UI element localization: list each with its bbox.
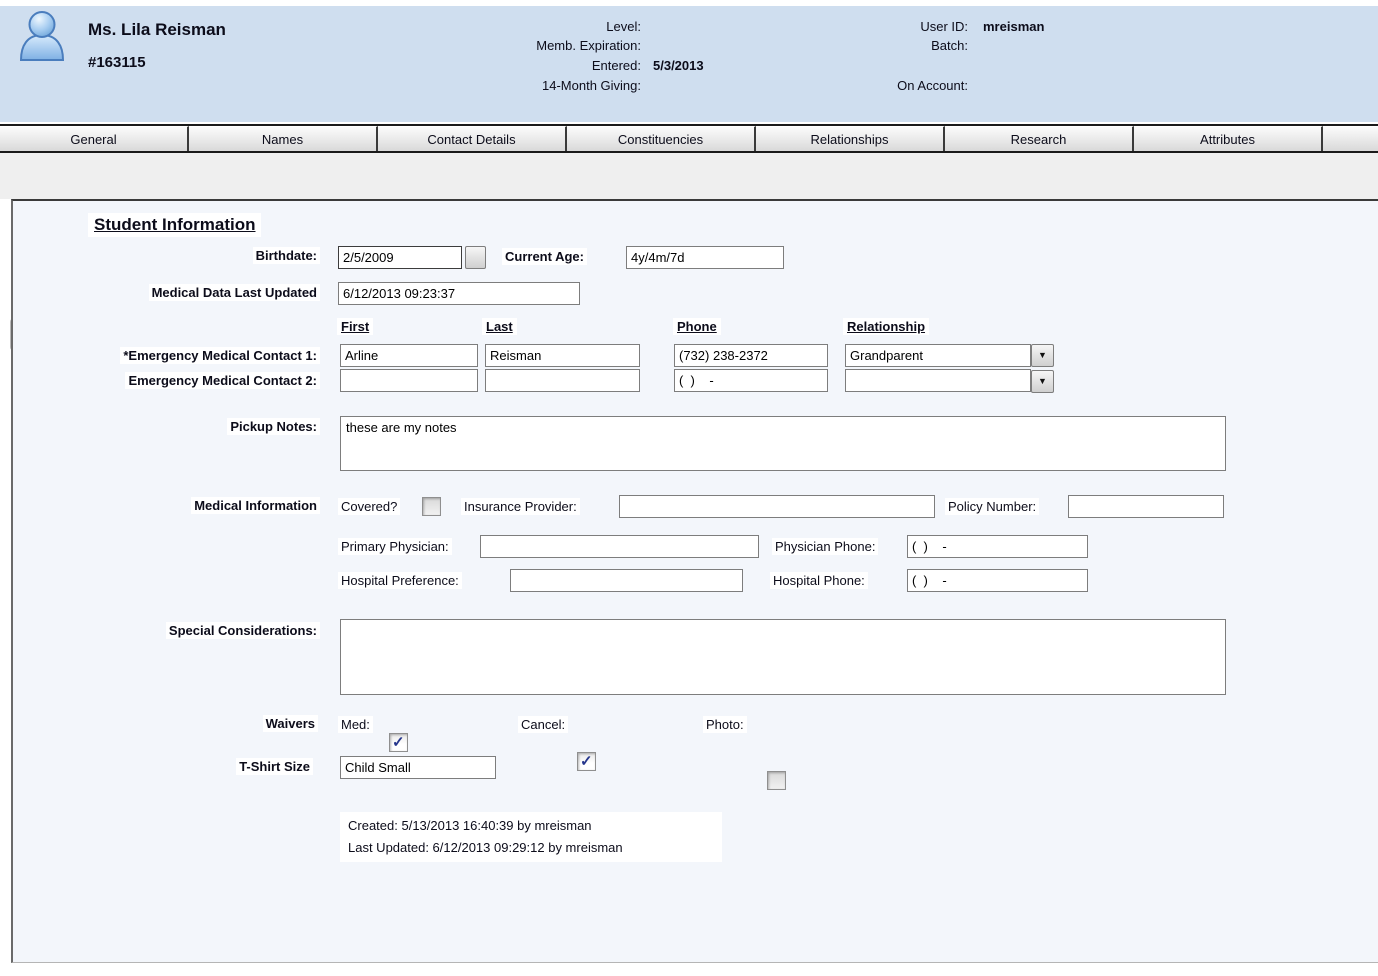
hospital-preference-label: Hospital Preference: [338, 572, 462, 589]
last-updated-text: Last Updated: 6/12/2013 09:29:12 by mrei… [348, 840, 623, 855]
insurance-provider-label: Insurance Provider: [461, 498, 580, 515]
pickup-notes-textarea[interactable]: these are my notes [340, 416, 1226, 471]
student-info-panel: Student Information Birthdate: Current A… [11, 199, 1378, 963]
contact2-first-input[interactable] [340, 369, 478, 392]
tab-names[interactable]: Names [189, 126, 378, 151]
batch-label: Batch: [931, 38, 968, 53]
col-header-relationship: Relationship [843, 318, 930, 335]
emergency-contact-2-label: Emergency Medical Contact 2: [125, 372, 320, 389]
tab-relationships[interactable]: Relationships [756, 126, 945, 151]
record-tab-bar: General Names Contact Details Constituen… [0, 124, 1378, 153]
col-header-phone: Phone [673, 318, 721, 335]
hospital-phone-input[interactable] [907, 569, 1088, 592]
policy-number-label: Policy Number: [945, 498, 1040, 515]
contact1-relationship-dropdown-button[interactable]: ▼ [1031, 344, 1054, 367]
tab-partial[interactable] [1323, 126, 1378, 151]
tshirt-size-label: T-Shirt Size [236, 758, 313, 775]
chevron-down-icon: ▼ [1038, 350, 1047, 360]
tab-general[interactable]: General [0, 126, 189, 151]
contact1-last-input[interactable] [485, 344, 640, 367]
tab-label: Attributes [1200, 131, 1255, 147]
chevron-down-icon: ▼ [1038, 376, 1047, 386]
tshirt-size-input[interactable] [340, 756, 496, 779]
policy-number-input[interactable] [1068, 495, 1224, 518]
waiver-med-label: Med: [338, 716, 373, 733]
tab-research[interactable]: Research [945, 126, 1134, 151]
birthdate-label: Birthdate: [252, 247, 320, 264]
contact2-relationship-input[interactable] [845, 369, 1031, 392]
emergency-contact-1-label: *Emergency Medical Contact 1: [120, 347, 320, 364]
physician-phone-input[interactable] [907, 535, 1088, 558]
physician-phone-label: Physician Phone: [772, 538, 879, 555]
date-picker-button[interactable] [465, 246, 486, 269]
waiver-photo-label: Photo: [703, 716, 747, 733]
covered-label: Covered? [338, 498, 401, 515]
contact1-phone-input[interactable] [674, 344, 828, 367]
medical-updated-input[interactable] [338, 282, 580, 305]
contact2-last-input[interactable] [485, 369, 640, 392]
subnav-bar: Volunteers Student Info ▲ ▼ [0, 153, 1378, 351]
current-age-label: Current Age: [502, 248, 587, 265]
audit-info: Created: 5/13/2013 16:40:39 by mreisman … [340, 812, 722, 862]
giving-label: 14-Month Giving: [542, 78, 641, 93]
tab-label: Contact Details [427, 131, 516, 147]
col-header-last: Last [482, 318, 517, 335]
tab-label: Research [1010, 131, 1067, 147]
waiver-cancel-checkbox[interactable] [577, 752, 596, 771]
insurance-provider-input[interactable] [619, 495, 935, 518]
constituent-id: #163115 [88, 54, 146, 71]
contact1-first-input[interactable] [340, 344, 478, 367]
memb-expiration-label: Memb. Expiration: [536, 38, 641, 53]
tab-contact-details[interactable]: Contact Details [378, 126, 567, 151]
primary-physician-label: Primary Physician: [338, 538, 452, 555]
tab-label: General [70, 131, 117, 147]
waiver-med-checkbox[interactable] [389, 733, 408, 752]
user-id-label: User ID: [920, 19, 968, 34]
tab-label: Names [261, 131, 304, 147]
entered-label: Entered: [591, 58, 641, 73]
person-icon [14, 10, 70, 62]
contact1-relationship-input[interactable] [845, 344, 1031, 367]
level-label: Level: [606, 19, 641, 34]
hospital-preference-input[interactable] [510, 569, 743, 592]
special-considerations-textarea[interactable] [340, 619, 1226, 695]
col-header-first: First [337, 318, 374, 335]
contact2-phone-input[interactable] [674, 369, 828, 392]
tab-attributes[interactable]: Attributes [1134, 126, 1323, 151]
record-header: Ms. Lila Reisman #163115 Level: Memb. Ex… [0, 6, 1378, 122]
waiver-photo-checkbox[interactable] [767, 771, 786, 790]
medical-information-label: Medical Information [191, 497, 320, 514]
waivers-label: Waivers [262, 715, 318, 732]
entered-value: 5/3/2013 [653, 58, 704, 73]
tab-label: Relationships [810, 131, 889, 147]
current-age-input[interactable] [626, 246, 784, 269]
birthdate-input[interactable] [338, 246, 462, 269]
tab-label: Constituencies [617, 131, 704, 147]
medical-updated-label: Medical Data Last Updated [148, 284, 320, 301]
primary-physician-input[interactable] [480, 535, 759, 558]
user-id-value: mreisman [983, 19, 1045, 34]
created-text: Created: 5/13/2013 16:40:39 by mreisman [348, 818, 592, 833]
covered-checkbox[interactable] [422, 497, 441, 516]
pickup-notes-label: Pickup Notes: [227, 418, 320, 435]
waiver-cancel-label: Cancel: [518, 716, 569, 733]
contact2-relationship-dropdown-button[interactable]: ▼ [1031, 370, 1054, 393]
hospital-phone-label: Hospital Phone: [770, 572, 868, 589]
constituent-name: Ms. Lila Reisman [88, 20, 226, 39]
tab-constituencies[interactable]: Constituencies [567, 126, 756, 151]
page-title: Student Information [88, 213, 262, 237]
special-considerations-label: Special Considerations: [165, 622, 320, 639]
on-account-label: On Account: [897, 78, 968, 93]
